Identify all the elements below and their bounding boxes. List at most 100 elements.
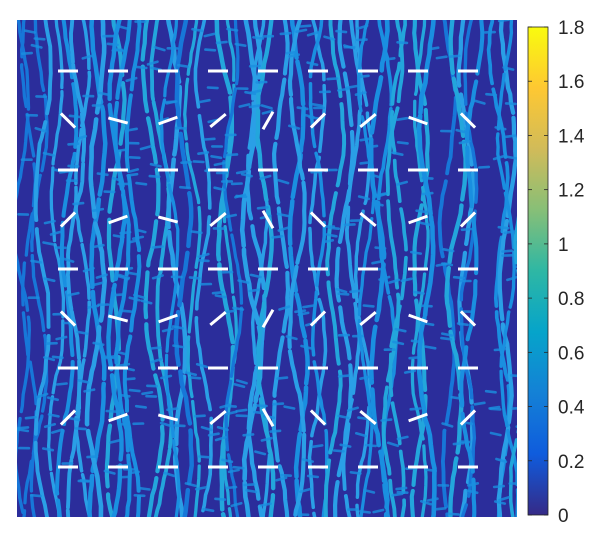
- stripe-bridge: [459, 440, 472, 444]
- stripe-bridge: [163, 471, 176, 478]
- stripe-bridge: [403, 369, 417, 374]
- colorbar-gradient: [528, 27, 548, 515]
- orientation-segment: [59, 211, 77, 228]
- stripe-bridge: [460, 227, 473, 232]
- stripe: [444, 20, 468, 517]
- stripe-bridge: [492, 155, 505, 161]
- orientation-segment: [209, 310, 227, 327]
- stripe-bridge: [386, 441, 400, 448]
- stripe-bridge: [357, 195, 371, 201]
- stripe-bridge: [226, 27, 239, 32]
- stripe-bridge: [447, 512, 461, 516]
- colorbar-ticks: 0 0.2 0.4 0.6 0.8 1 1.2 1.4 1.6 1.8: [528, 18, 585, 527]
- stripe-bridge: [67, 142, 80, 146]
- stripe-bridge: [378, 275, 391, 281]
- stripe-bridge: [232, 306, 245, 311]
- stripe-bridge: [409, 407, 422, 411]
- stripe: [19, 20, 38, 517]
- stripe: [308, 20, 329, 517]
- stripe-bridge: [76, 330, 89, 335]
- orientation-segment: [459, 112, 477, 129]
- stripe-bridge: [202, 507, 215, 513]
- stripe-bridge: [128, 388, 141, 393]
- stripe-bridge: [396, 435, 409, 441]
- orientation-segment: [157, 413, 179, 422]
- colorbar-tick-label: 1.8: [558, 18, 584, 39]
- stripe-bridge: [434, 506, 447, 511]
- stripe-bridge: [345, 84, 358, 90]
- orientation-segment: [261, 111, 275, 130]
- stripe-bridge: [248, 288, 261, 293]
- stripe: [106, 20, 128, 517]
- stripe-bridge: [81, 54, 94, 60]
- stripe-bridge: [161, 327, 174, 333]
- orientation-segment: [158, 115, 178, 126]
- stripe-bridge: [485, 92, 498, 97]
- stripe-bridge: [47, 413, 60, 418]
- stripe-bridge: [24, 415, 37, 420]
- stripe-bridge: [509, 374, 517, 378]
- stripe-bridge: [30, 259, 43, 264]
- stripe: [495, 20, 517, 517]
- stripe-bridge: [278, 305, 291, 311]
- stripe-bridge: [337, 292, 350, 296]
- stripe-bridge: [43, 219, 56, 225]
- stripe-bridge: [259, 502, 272, 507]
- stripe-bridge: [489, 431, 502, 437]
- stripe-bridge: [214, 497, 227, 501]
- stripe-bridge: [458, 140, 471, 145]
- stripe-bridge: [497, 20, 510, 23]
- stripe-bridge: [502, 66, 515, 71]
- stripe-bridge: [160, 374, 173, 380]
- stripe-bridge: [198, 455, 211, 459]
- stripe-bridge: [188, 276, 201, 280]
- stripe-bridge: [371, 259, 384, 265]
- stripe: [456, 20, 476, 517]
- stripe-bridge: [74, 427, 87, 431]
- stripe-bridge: [43, 277, 56, 283]
- stripe-bridge: [424, 468, 438, 473]
- stripe-bridge: [30, 43, 43, 49]
- stripe-bridge: [123, 377, 136, 381]
- stripe-bridge: [498, 495, 511, 502]
- stripe-bridge: [179, 185, 192, 190]
- stripe-bridge: [391, 492, 404, 497]
- stripe-bridge: [450, 395, 463, 400]
- stripe-bridge: [323, 35, 336, 41]
- stripe-bridge: [421, 176, 434, 180]
- stripe-bridge: [269, 429, 282, 433]
- stripe-bridge: [240, 172, 253, 178]
- stripe-bridge: [277, 178, 290, 185]
- stripe-bridge: [29, 493, 43, 498]
- stripe-bridge: [452, 275, 466, 280]
- stripe-bridge: [83, 388, 96, 393]
- stripe-bridge: [195, 362, 208, 369]
- stripe-bridge: [149, 66, 162, 72]
- stripe-bridge: [146, 60, 159, 66]
- stripe-bridge: [388, 278, 401, 284]
- stripe: [287, 20, 310, 517]
- stripe-bridge: [374, 246, 387, 250]
- orientation-segment: [158, 313, 178, 324]
- stripe-bridge: [455, 128, 468, 134]
- stripe-bridge: [396, 116, 409, 121]
- stripe: [353, 20, 374, 517]
- stripe-bridge: [111, 48, 124, 52]
- orientation-segment: [261, 210, 275, 229]
- stripe-bridge: [105, 409, 118, 414]
- stripe-bridge: [126, 172, 139, 177]
- stripe: [54, 20, 79, 517]
- stripe-bridge: [67, 164, 80, 168]
- stripe-bridge: [326, 77, 339, 81]
- stripe-bridge: [252, 410, 266, 415]
- stripe: [271, 20, 291, 517]
- stripe-bridge: [62, 257, 75, 263]
- stripe-bridge: [342, 44, 356, 50]
- colorbar-tick-label: 1.2: [558, 181, 584, 202]
- stripe-bridge: [149, 162, 162, 168]
- stripe-bridge: [23, 29, 37, 34]
- orientation-segment: [108, 412, 128, 423]
- colorbar-tick-label: 0.8: [558, 289, 584, 310]
- stripe-bridge: [224, 213, 237, 219]
- stripe: [410, 20, 430, 517]
